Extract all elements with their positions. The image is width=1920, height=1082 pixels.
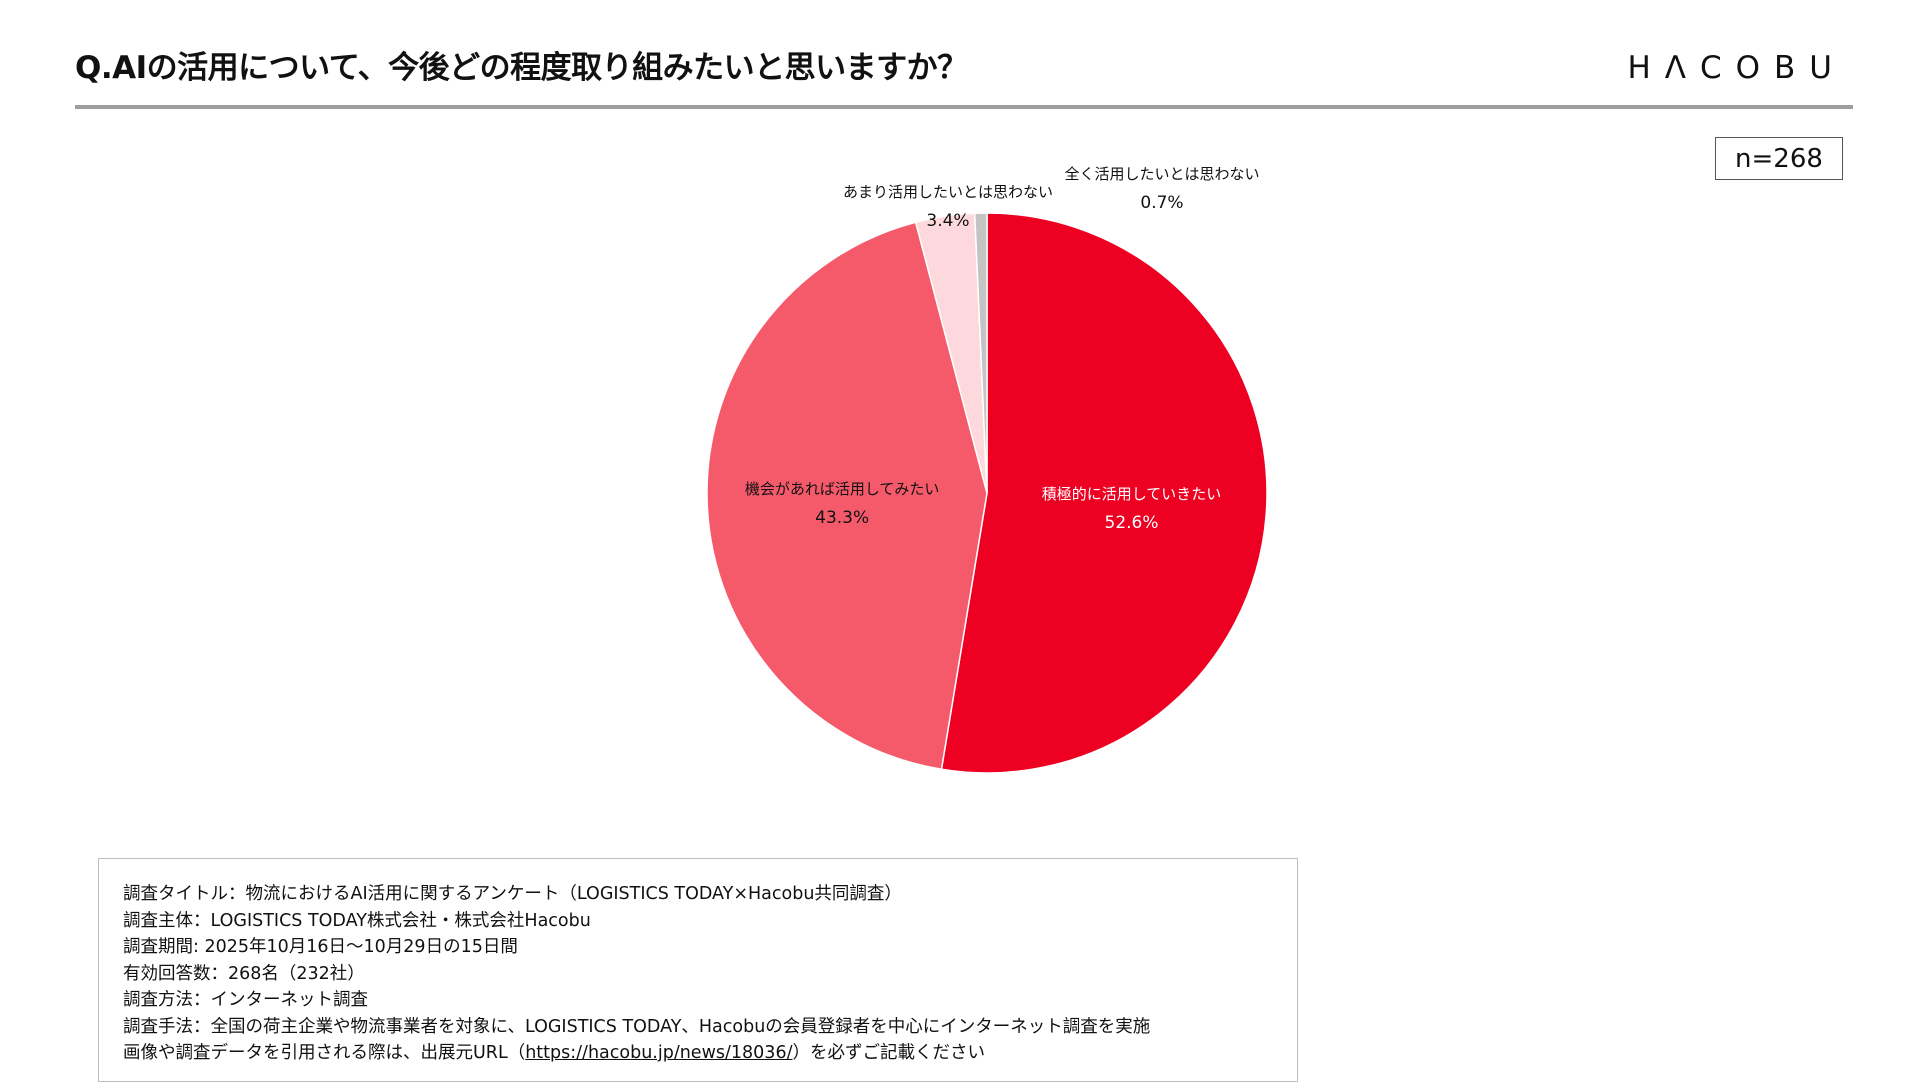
slice-label: 積極的に活用していきたい [1042,485,1222,503]
citation-link[interactable]: https://hacobu.jp/news/18036/ [525,1043,793,1063]
slice-percent-label: 0.7% [1140,193,1183,213]
info-citation: 画像や調査データを引用される際は、出展元URL（https://hacobu.j… [123,1040,1297,1067]
slice-label: 機会があれば活用してみたい [745,480,940,498]
info-responses: 有効回答数：268名（232社） [123,963,365,984]
info-survey-title: 調査タイトル：物流におけるAI活用に関するアンケート（LOGISTICS TOD… [123,884,902,904]
slice-if-opportunity [706,221,988,771]
pie-chart: 積極的に活用していきたい 52.6% 機会があれば活用してみたい 43.3% あまり活用… [706,165,1268,774]
hacobu-logo: HΛCOBU [1627,50,1846,86]
info-technique: 調査手法：全国の荷主企業や物流事業者を対象に、LOGISTICS TODAY、H… [123,1016,1151,1037]
sample-size-badge: n=268 [1715,137,1843,180]
slice-label: あまり活用したいとは思わない [843,183,1053,201]
citation-text-end: ）を必ずご記載ください [792,1043,985,1063]
title-divider [75,105,1853,109]
info-method: 調査方法：インターネット調査 [123,990,368,1010]
survey-info-box: 調査タイトル：物流におけるAI活用に関するアンケート（LOGISTICS TOD… [98,858,1298,1082]
slice-percent-label: 43.3% [815,508,869,528]
page-title: Q.AIの活用について、今後どの程度取り組みたいと思いますか？ [75,50,968,86]
slice-label: 全く活用したいとは思わない [1064,165,1259,183]
info-organizer: 調査主体：LOGISTICS TODAY株式会社・株式会社Hacobu [123,910,591,931]
slice-percent-label: 3.4% [926,211,969,231]
slice-active-use [940,212,1268,774]
citation-text: 画像や調査データを引用される際は、出展元URL（ [123,1043,526,1063]
slice-not-at-all [973,212,988,494]
slice-percent-label: 52.6% [1105,513,1159,533]
info-period: 調査期間: 2025年10月16日～10月29日の15日間 [123,937,518,957]
